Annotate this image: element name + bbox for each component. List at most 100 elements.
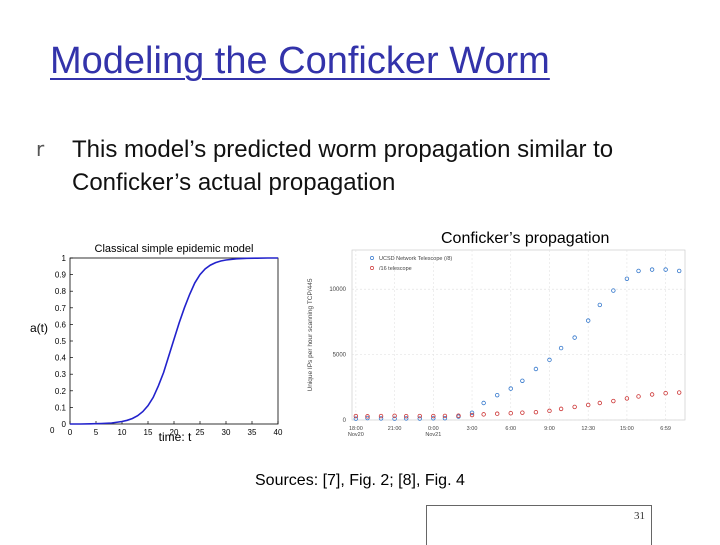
epidemic-curve <box>70 257 278 425</box>
data-point <box>572 404 577 410</box>
legend-marker <box>370 256 374 260</box>
data-point <box>353 416 359 421</box>
data-point <box>508 386 513 391</box>
y-tick-label: 10000 <box>329 287 346 293</box>
legend-label: /16 telescope <box>379 266 412 272</box>
data-point <box>597 400 603 406</box>
x-tick-label: 0 <box>68 428 73 437</box>
y-tick-label: 0.8 <box>55 287 67 296</box>
data-point <box>431 416 436 421</box>
data-point <box>572 335 577 340</box>
x-tick-label: 30 <box>222 428 231 437</box>
data-point <box>378 413 384 419</box>
data-point <box>558 345 564 351</box>
y-tick-label: 0.5 <box>55 337 67 346</box>
plot-frame <box>351 249 686 421</box>
data-point <box>649 392 655 397</box>
data-point <box>520 410 525 415</box>
data-point <box>417 416 422 421</box>
data-point <box>469 412 475 418</box>
data-point <box>636 394 641 399</box>
y-tick-label: 0.3 <box>55 370 67 379</box>
data-point <box>597 302 603 308</box>
data-point <box>585 318 591 323</box>
data-point <box>404 416 409 421</box>
data-point <box>663 267 668 272</box>
data-point <box>624 396 630 401</box>
conficker-propagation-chart: 0 5000 10000 18:00 Nov20 21:00 0:00 Nov21 3:00 6:… <box>307 249 686 438</box>
data-point <box>456 413 461 418</box>
data-point <box>392 416 397 421</box>
x-tick-label: 20 <box>170 428 179 437</box>
data-point <box>533 409 539 415</box>
x-tick-label: 3:00 <box>467 426 478 432</box>
y-tick-label: 0.4 <box>55 354 67 363</box>
data-point <box>508 410 513 416</box>
x-axis-label: time: t <box>159 430 192 444</box>
y-tick-label: 0.7 <box>55 304 67 313</box>
chart-title: Classical simple epidemic model <box>95 243 254 255</box>
data-point <box>481 412 486 417</box>
data-point <box>431 413 436 419</box>
x-tick-label: 0:00 Nov21 <box>425 426 441 438</box>
x-tick-label: 40 <box>274 428 283 437</box>
y-tick-label: 0.6 <box>55 320 67 329</box>
data-point <box>585 402 591 408</box>
data-point <box>649 267 655 272</box>
data-point <box>469 410 475 416</box>
data-point <box>636 268 641 274</box>
y-tick-label: 0 <box>62 420 67 429</box>
data-point <box>611 398 616 404</box>
data-point <box>547 408 552 414</box>
data-point <box>417 413 422 419</box>
data-point <box>663 390 668 396</box>
data-point <box>624 276 630 281</box>
origin-zero-label: 0 <box>50 426 55 435</box>
x-tick-label: 9:00 <box>544 426 555 432</box>
data-point <box>533 366 539 372</box>
data-point <box>676 390 682 395</box>
legend-label: UCSD Network Telescope (/8) <box>379 256 452 262</box>
data-point <box>547 357 552 363</box>
data-point <box>442 413 448 419</box>
page-number: 31 <box>634 510 645 522</box>
data-point <box>378 416 384 421</box>
slide-title: Modeling the Conficker Worm <box>50 40 550 82</box>
y-axis-label: Unique IPs per hour scanning TCP/445 <box>307 278 314 391</box>
x-tick-label: 6:00 <box>505 426 516 432</box>
data-point <box>365 415 370 421</box>
y-tick-label: 0.9 <box>55 271 67 280</box>
data-point <box>442 415 448 421</box>
data-point <box>495 392 500 398</box>
data-point <box>495 411 500 416</box>
data-point <box>676 268 682 274</box>
data-point <box>520 378 525 383</box>
page-number-box: 31 <box>426 505 652 545</box>
data-point <box>481 400 486 406</box>
x-tick-label: 21:00 <box>388 426 402 432</box>
x-tick-label: 18:00 Nov20 <box>348 426 364 438</box>
right-chart-caption: Conficker’s propagation <box>441 230 610 247</box>
legend-marker <box>370 266 374 270</box>
bullet-text: This model’s predicted worm propagation … <box>72 136 614 196</box>
x-tick-label: 6:59 <box>660 426 671 432</box>
y-tick-label: 0 <box>343 418 347 424</box>
data-point <box>365 414 370 419</box>
x-tick-label: 5 <box>94 428 99 437</box>
x-tick-label: 35 <box>248 428 257 437</box>
y-tick-label: 5000 <box>333 353 347 359</box>
bullet-marker: r <box>36 137 45 161</box>
data-point <box>404 414 409 419</box>
y-tick-label: 0.1 <box>55 403 67 412</box>
data-point <box>392 413 397 419</box>
x-tick-label: 15 <box>144 428 153 437</box>
data-point <box>558 406 564 412</box>
y-axis-label: a(t) <box>30 321 48 335</box>
y-tick-label: 1 <box>62 254 67 263</box>
y-tick-label: 0.2 <box>55 387 67 396</box>
x-tick-label: 25 <box>196 428 205 437</box>
data-point <box>353 413 359 419</box>
x-tick-label: 12:30 <box>581 426 595 432</box>
x-tick-label: 15:00 <box>620 426 634 432</box>
